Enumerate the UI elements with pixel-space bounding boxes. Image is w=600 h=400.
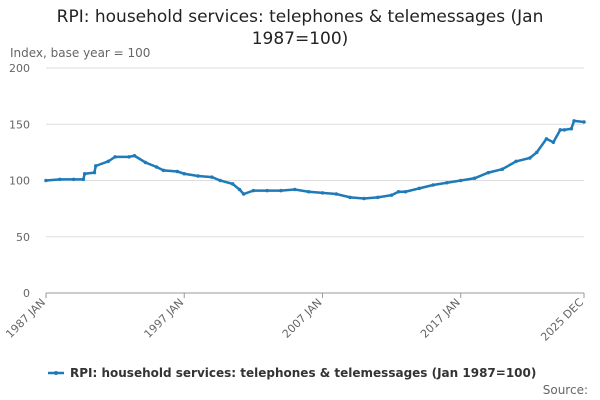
point xyxy=(562,128,567,132)
point xyxy=(218,178,222,183)
point xyxy=(92,170,97,175)
point xyxy=(582,120,586,124)
y-tick-label: 150 xyxy=(9,118,30,131)
point xyxy=(572,119,576,123)
point xyxy=(127,155,131,159)
point xyxy=(534,150,539,155)
chart-title: RPI: household services: telephones & te… xyxy=(56,7,544,49)
point xyxy=(389,193,394,197)
x-tick-label: 2007 JAN xyxy=(280,296,325,341)
point xyxy=(161,168,166,173)
x-tick-label: 2025 DEC xyxy=(538,296,586,344)
point xyxy=(58,177,62,182)
point xyxy=(81,177,86,182)
point xyxy=(265,188,269,193)
point xyxy=(486,170,491,175)
point xyxy=(106,159,111,164)
y-tick-label: 50 xyxy=(16,231,30,244)
point xyxy=(558,128,563,132)
point xyxy=(210,175,214,179)
point xyxy=(241,192,246,196)
point xyxy=(417,186,422,191)
point xyxy=(514,159,518,164)
point xyxy=(544,137,549,141)
point xyxy=(143,160,148,165)
point xyxy=(551,140,556,145)
point xyxy=(458,178,463,183)
legend-label: RPI: household services: telephones & te… xyxy=(70,366,536,380)
x-tick-label: 1997 JAN xyxy=(142,296,187,341)
point xyxy=(93,164,98,168)
point xyxy=(182,171,187,176)
point xyxy=(396,189,401,194)
y-axis-label: Index, base year = 100 xyxy=(10,46,150,60)
point xyxy=(375,195,380,200)
point xyxy=(44,178,48,183)
source: Source: xyxy=(543,383,588,397)
point xyxy=(403,189,408,194)
point xyxy=(196,174,200,178)
point xyxy=(251,188,256,193)
x-tick-label: 1987 JAN xyxy=(3,296,48,341)
series-line xyxy=(45,119,585,200)
point xyxy=(154,165,159,169)
point xyxy=(569,126,574,131)
point xyxy=(431,183,435,187)
point xyxy=(348,195,352,200)
legend-marker xyxy=(54,371,58,375)
point xyxy=(82,171,87,176)
point xyxy=(113,155,117,159)
y-tick-label: 0 xyxy=(23,287,30,300)
point xyxy=(528,156,532,160)
point xyxy=(445,180,449,185)
point xyxy=(472,176,477,181)
point xyxy=(175,169,180,174)
point xyxy=(237,187,242,192)
point xyxy=(132,153,137,158)
point xyxy=(293,187,297,192)
point xyxy=(230,182,235,186)
point xyxy=(306,189,311,194)
point xyxy=(500,167,505,172)
point xyxy=(362,196,366,201)
point xyxy=(320,191,325,195)
y-tick-label: 100 xyxy=(9,175,30,188)
x-tick-label: 2017 JAN xyxy=(418,296,463,341)
point xyxy=(71,177,76,182)
y-tick-label: 200 xyxy=(9,62,30,75)
point xyxy=(279,188,283,193)
point xyxy=(334,192,339,196)
